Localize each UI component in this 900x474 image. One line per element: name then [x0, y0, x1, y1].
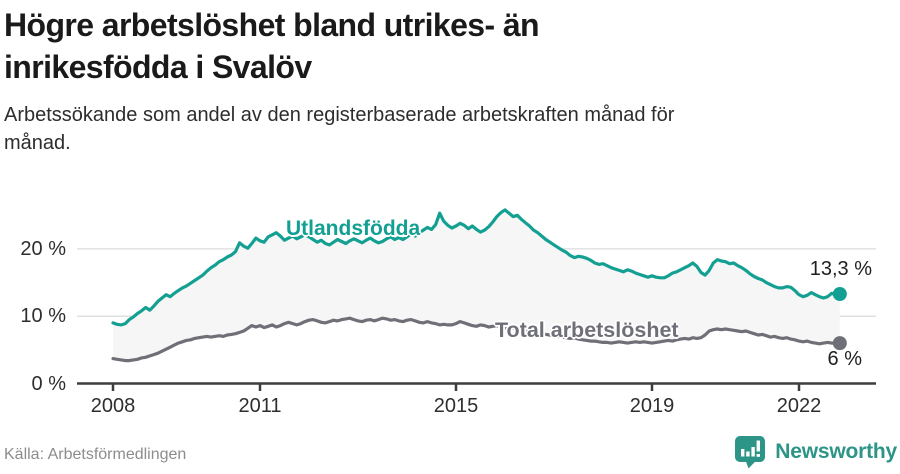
series-label-total-arbetsloshet: Total arbetslöshet: [495, 318, 679, 342]
end-value-total: 6 %: [827, 348, 862, 370]
x-axis-label-2019: 2019: [629, 395, 675, 417]
chart-title: Högre arbetslöshet bland utrikes- än inr…: [4, 7, 540, 85]
chart-subtitle: Arbetssökande som andel av den registerb…: [4, 104, 675, 155]
end-dot-total: [832, 336, 847, 351]
brand-name: Newsworthy: [775, 440, 897, 463]
y-axis-label-10: 10 %: [20, 305, 66, 328]
newsworthy-logo: Newsworthy: [734, 435, 897, 469]
x-axis-label-2008: 2008: [90, 395, 136, 417]
series-line-total-arbetsloshet: [111, 316, 842, 363]
bar-chart-glyph: [741, 440, 761, 457]
series-label-utlandsfodda: Utlandsfödda: [286, 217, 421, 240]
end-dot-utlandsfodda: [832, 286, 847, 301]
x-axis-label-2015: 2015: [433, 395, 479, 417]
newsworthy-badge-icon: [735, 436, 766, 469]
y-axis-label-20: 20 %: [20, 237, 66, 260]
x-axis-label-2011: 2011: [238, 395, 282, 417]
source-note: Källa: Arbetsförmedlingen: [4, 446, 187, 463]
end-value-utlandsfodda: 13,3 %: [809, 258, 872, 280]
y-axis-label-0: 0 %: [31, 372, 66, 395]
x-axis-ticks: [111, 383, 801, 391]
x-axis-label-2022: 2022: [776, 395, 822, 417]
series-line-utlandsfodda: [111, 208, 842, 327]
area-between-series: [113, 209, 840, 361]
